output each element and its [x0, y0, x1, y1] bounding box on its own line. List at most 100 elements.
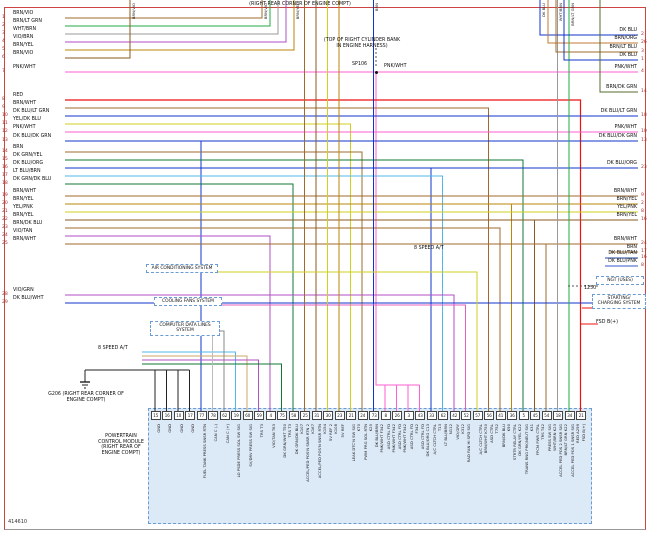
wire — [65, 159, 524, 412]
top-wire-color-label: BRN — [374, 3, 379, 12]
pcm-pin-signal-label: PNK/WHT F342 — [379, 424, 384, 453]
wire-color-label: VIO/GRN — [13, 287, 34, 293]
top-wire-color-label: BRN/VIO — [130, 3, 136, 20]
left-pin-number: 24 — [2, 233, 8, 238]
wire — [65, 235, 271, 412]
pcm-pin-number: 41 — [495, 411, 506, 420]
pcm-pin-signal-label: ACCEL/PED POS'N SNSR RTN — [316, 424, 322, 479]
annotation-text: 1250 — [584, 286, 597, 291]
wire-color-label: BRN/WHT — [13, 188, 37, 194]
pcm-pin-signal-label: K312 — [459, 424, 465, 434]
pcm-pin-signal-label: DK GRN/DK BLU — [293, 424, 299, 455]
pcm-pin-signal-label: A/C CLTCH CTRL — [431, 424, 437, 455]
pcm-pin-signal-label: TRS T3 — [259, 424, 264, 438]
pcm-pin-signal-label: ASD CTRL FD — [408, 424, 414, 450]
right-pin-number: 1 — [641, 57, 644, 62]
wire — [216, 330, 225, 412]
pcm-pin-signal-label: TRS T3 — [287, 424, 292, 438]
pcm-pin-signal-label: FUEL TANK PRESS SNSR RTN — [201, 424, 207, 479]
wire-color-label: BRN/LT BLU — [609, 44, 637, 50]
top-wire-color-label: BRN/LT GRN — [569, 3, 575, 26]
wire-color-label: BRN/WHT — [613, 188, 637, 194]
pcm-pin-signal-label: GND — [167, 424, 172, 433]
pcm-pin-number: 45 — [530, 411, 541, 420]
right-pin-number: 10 — [641, 129, 647, 134]
pcm-pin-signal-label: K20 — [367, 424, 373, 432]
wire — [555, 0, 638, 53]
left-pin-number: 14 — [2, 149, 8, 154]
right-pin-number: 17 — [641, 249, 647, 254]
pcm-pin-signal-label: RED A299 — [574, 424, 580, 444]
pcm-pin-number: 77 — [196, 411, 207, 420]
wire-color-label: PNK/WHT — [614, 64, 637, 70]
pcm-pin-number: 15 — [150, 411, 161, 420]
top-wire-color-label: WHT/BRN — [558, 3, 563, 22]
wire — [65, 183, 294, 412]
wire-color-label: DK GRN/YEL — [13, 152, 43, 158]
system-callout: COMPUTER DATA LINES SYSTEM — [150, 321, 220, 336]
pcm-pin-number: 19 — [231, 411, 242, 420]
wire — [210, 334, 213, 412]
annotation-text: POWERTRAIN CONTROL MODULE (RIGHT REAR OF… — [98, 434, 144, 456]
left-pin-number: 22 — [2, 217, 8, 222]
pcm-pin-number: 57 — [472, 411, 483, 420]
wire — [65, 107, 489, 412]
left-pin-number: 8 — [2, 97, 5, 102]
pcm-pin-signal-label: K90 — [505, 424, 511, 432]
left-pin-number: 3 — [2, 31, 5, 36]
system-callout: AIR CONDITIONING SYSTEM — [146, 264, 218, 274]
left-pin-number: 16 — [2, 165, 8, 170]
wire-color-label: DK BLU/DK GRN — [13, 133, 52, 139]
left-pin-number: 17 — [2, 173, 8, 178]
pcm-pin-signal-label: TRS T42 — [540, 424, 545, 440]
pcm-pin-number: 59 — [254, 411, 265, 420]
wire-color-label: VIO/TAN — [13, 228, 33, 234]
pcm-pin-number: 3 — [403, 411, 414, 420]
left-pin-number: 13 — [2, 138, 8, 143]
wire — [65, 0, 279, 35]
wire — [599, 0, 638, 93]
pcm-pin-number: 8 — [380, 411, 391, 420]
right-pin-number: 26 — [641, 40, 647, 45]
left-pin-number: 28 — [2, 292, 8, 297]
pcm-pin-signal-label: SV/DRV PRESS SW SIG — [247, 424, 253, 467]
left-pin-number: 19 — [2, 193, 8, 198]
wire — [220, 304, 466, 412]
pcm-pin-signal-label: GND — [190, 424, 195, 433]
pcm-pin-signal-label: PNK/WHT F342 — [402, 424, 407, 453]
pcm-pin-signal-label: K70 — [356, 424, 361, 432]
annotation-text: 8 SPEED A/T — [98, 346, 128, 351]
wire-color-label: VIO/BRN — [13, 34, 34, 40]
pcm-pin-number: 33 — [426, 411, 437, 420]
wire-color-label: BRN/ORG — [614, 35, 637, 41]
wire — [65, 99, 582, 412]
pcm-pin-signal-label: K107 — [298, 424, 304, 434]
annotation-text: PNK/WHT — [384, 64, 407, 69]
wire-color-label: BRN/DK GRN — [606, 84, 637, 90]
left-pin-number: 25 — [2, 241, 8, 246]
pcm-pin-number: 75 — [277, 411, 288, 420]
wire-color-label: BRN/DK BLU — [13, 220, 43, 226]
pcm-pin-signal-label: BRN/DK BLU — [500, 424, 506, 448]
right-pin-number: 16 — [641, 255, 647, 260]
pcm-pin-signal-label: N112 — [448, 424, 453, 435]
wire-color-label: PNK/WHT — [614, 124, 637, 130]
pcm-pin-number: 58 — [288, 411, 299, 420]
pcm-pin-signal-label: VIO/TAN T63 — [270, 424, 276, 448]
pcm-pin-number: 36 — [507, 411, 518, 420]
wire-color-label: BRN/WHT — [613, 236, 637, 242]
pcm-pin-number: 10 — [173, 411, 184, 420]
pcm-pin-number: 18 — [553, 411, 564, 420]
pcm-pin-number: 62 — [219, 411, 230, 420]
pcm-pin-number: 23 — [334, 411, 345, 420]
wire-color-label: BRN/WHT — [13, 100, 37, 106]
pcm-pin-number: 26 — [392, 411, 403, 420]
wire-color-label: BRN/WHT — [13, 236, 37, 242]
system-callout: STARTING/ CHARGING SYSTEM — [592, 294, 646, 309]
pcm-pin-number: 62 — [438, 411, 449, 420]
pcm-pin-signal-label: T752 — [494, 424, 499, 434]
wire-color-label: PNK/WHT — [13, 124, 36, 130]
right-pin-number: 23 — [641, 165, 647, 170]
pcm-pin-number: 21 — [346, 411, 357, 420]
right-pin-number: 24 — [641, 241, 647, 246]
